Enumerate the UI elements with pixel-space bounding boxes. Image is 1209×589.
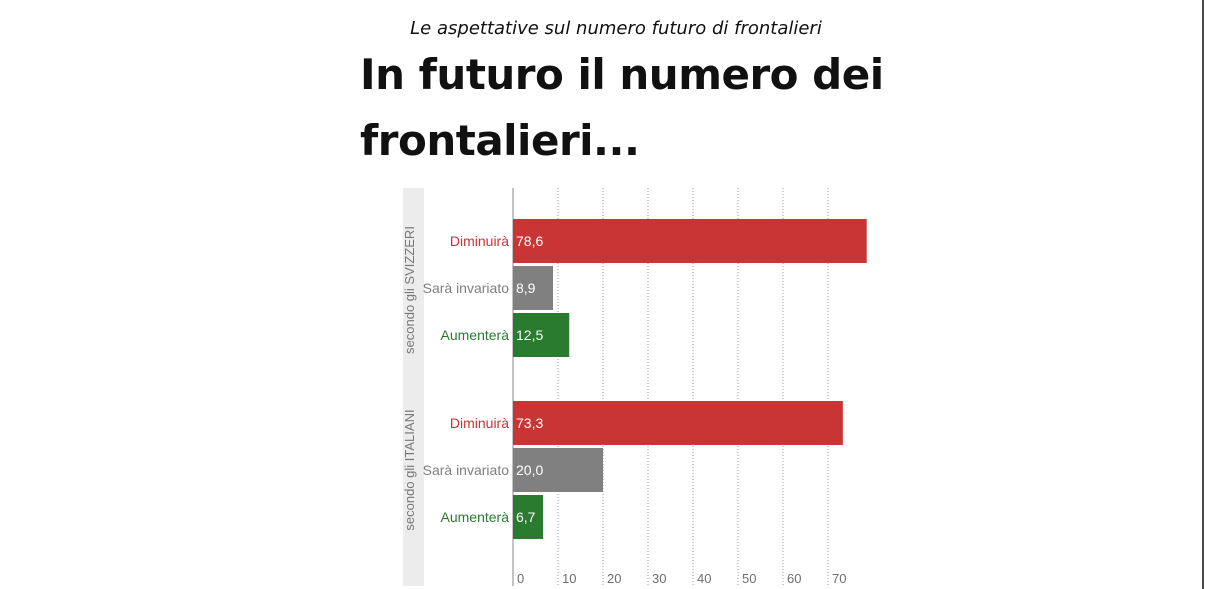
x-tick-label-60: 60 — [787, 571, 801, 586]
page-right-border — [1202, 0, 1204, 589]
x-tick-label-40: 40 — [697, 571, 711, 586]
x-tick-label-30: 30 — [652, 571, 666, 586]
category-label-2-2: Sarà invariato — [423, 462, 510, 478]
bar-1-3 — [513, 313, 570, 357]
x-tick-label-70: 70 — [832, 571, 846, 586]
group-label-1: secondo gli SVIZZERI — [402, 226, 417, 354]
category-label-1-1: Diminuirà — [450, 233, 509, 249]
category-label-2-1: Diminuirà — [450, 415, 509, 431]
bar-2-2 — [513, 448, 603, 492]
x-tick-label-10: 10 — [562, 571, 576, 586]
group-label-2: secondo gli ITALIANI — [402, 409, 417, 530]
category-label-2-3: Aumenterà — [441, 509, 510, 525]
value-label-1-1: 78,6 — [516, 233, 543, 249]
x-tick-label-50: 50 — [742, 571, 756, 586]
bar-1-1 — [513, 219, 867, 263]
value-label-2-2: 20,0 — [516, 462, 543, 478]
category-label-1-2: Sarà invariato — [423, 280, 510, 296]
value-label-2-3: 6,7 — [516, 509, 536, 525]
x-tick-label-0: 0 — [517, 571, 524, 586]
bar-2-3 — [513, 495, 544, 539]
value-label-2-1: 73,3 — [516, 415, 543, 431]
chart-subtitle: Le aspettative sul numero futuro di fron… — [410, 18, 822, 39]
bar-2-1 — [513, 401, 843, 445]
category-label-1-3: Aumenterà — [441, 327, 510, 343]
x-tick-label-20: 20 — [607, 571, 621, 586]
chart-title: In futuro il numero dei frontalieri... — [360, 50, 884, 165]
group-label-band — [403, 188, 424, 586]
value-label-1-3: 12,5 — [516, 327, 543, 343]
bar-1-2 — [513, 266, 554, 310]
value-label-1-2: 8,9 — [516, 280, 536, 296]
